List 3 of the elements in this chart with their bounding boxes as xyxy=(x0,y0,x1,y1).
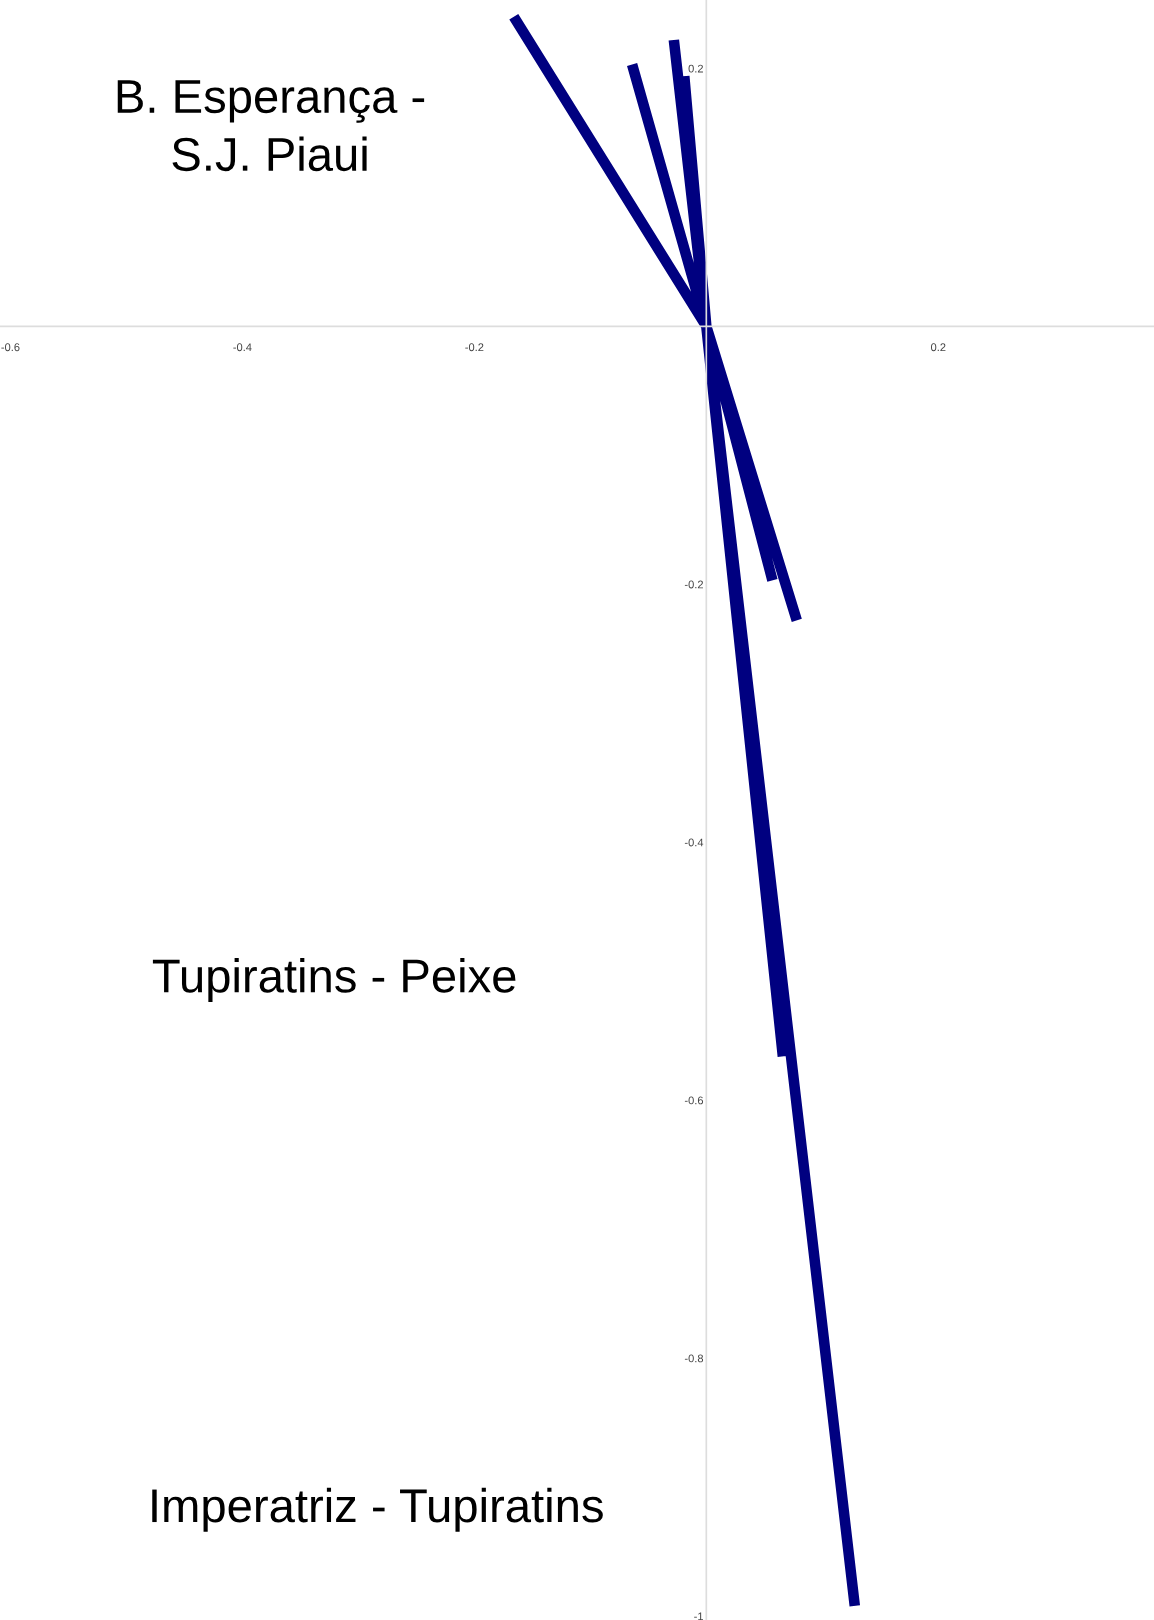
annotation: B. Esperança - S.J. Piaui xyxy=(117,80,425,172)
annotation: Imperatriz - Tupiratins xyxy=(152,1487,603,1532)
annotation: Tupiratins - Peixe xyxy=(152,958,516,1003)
